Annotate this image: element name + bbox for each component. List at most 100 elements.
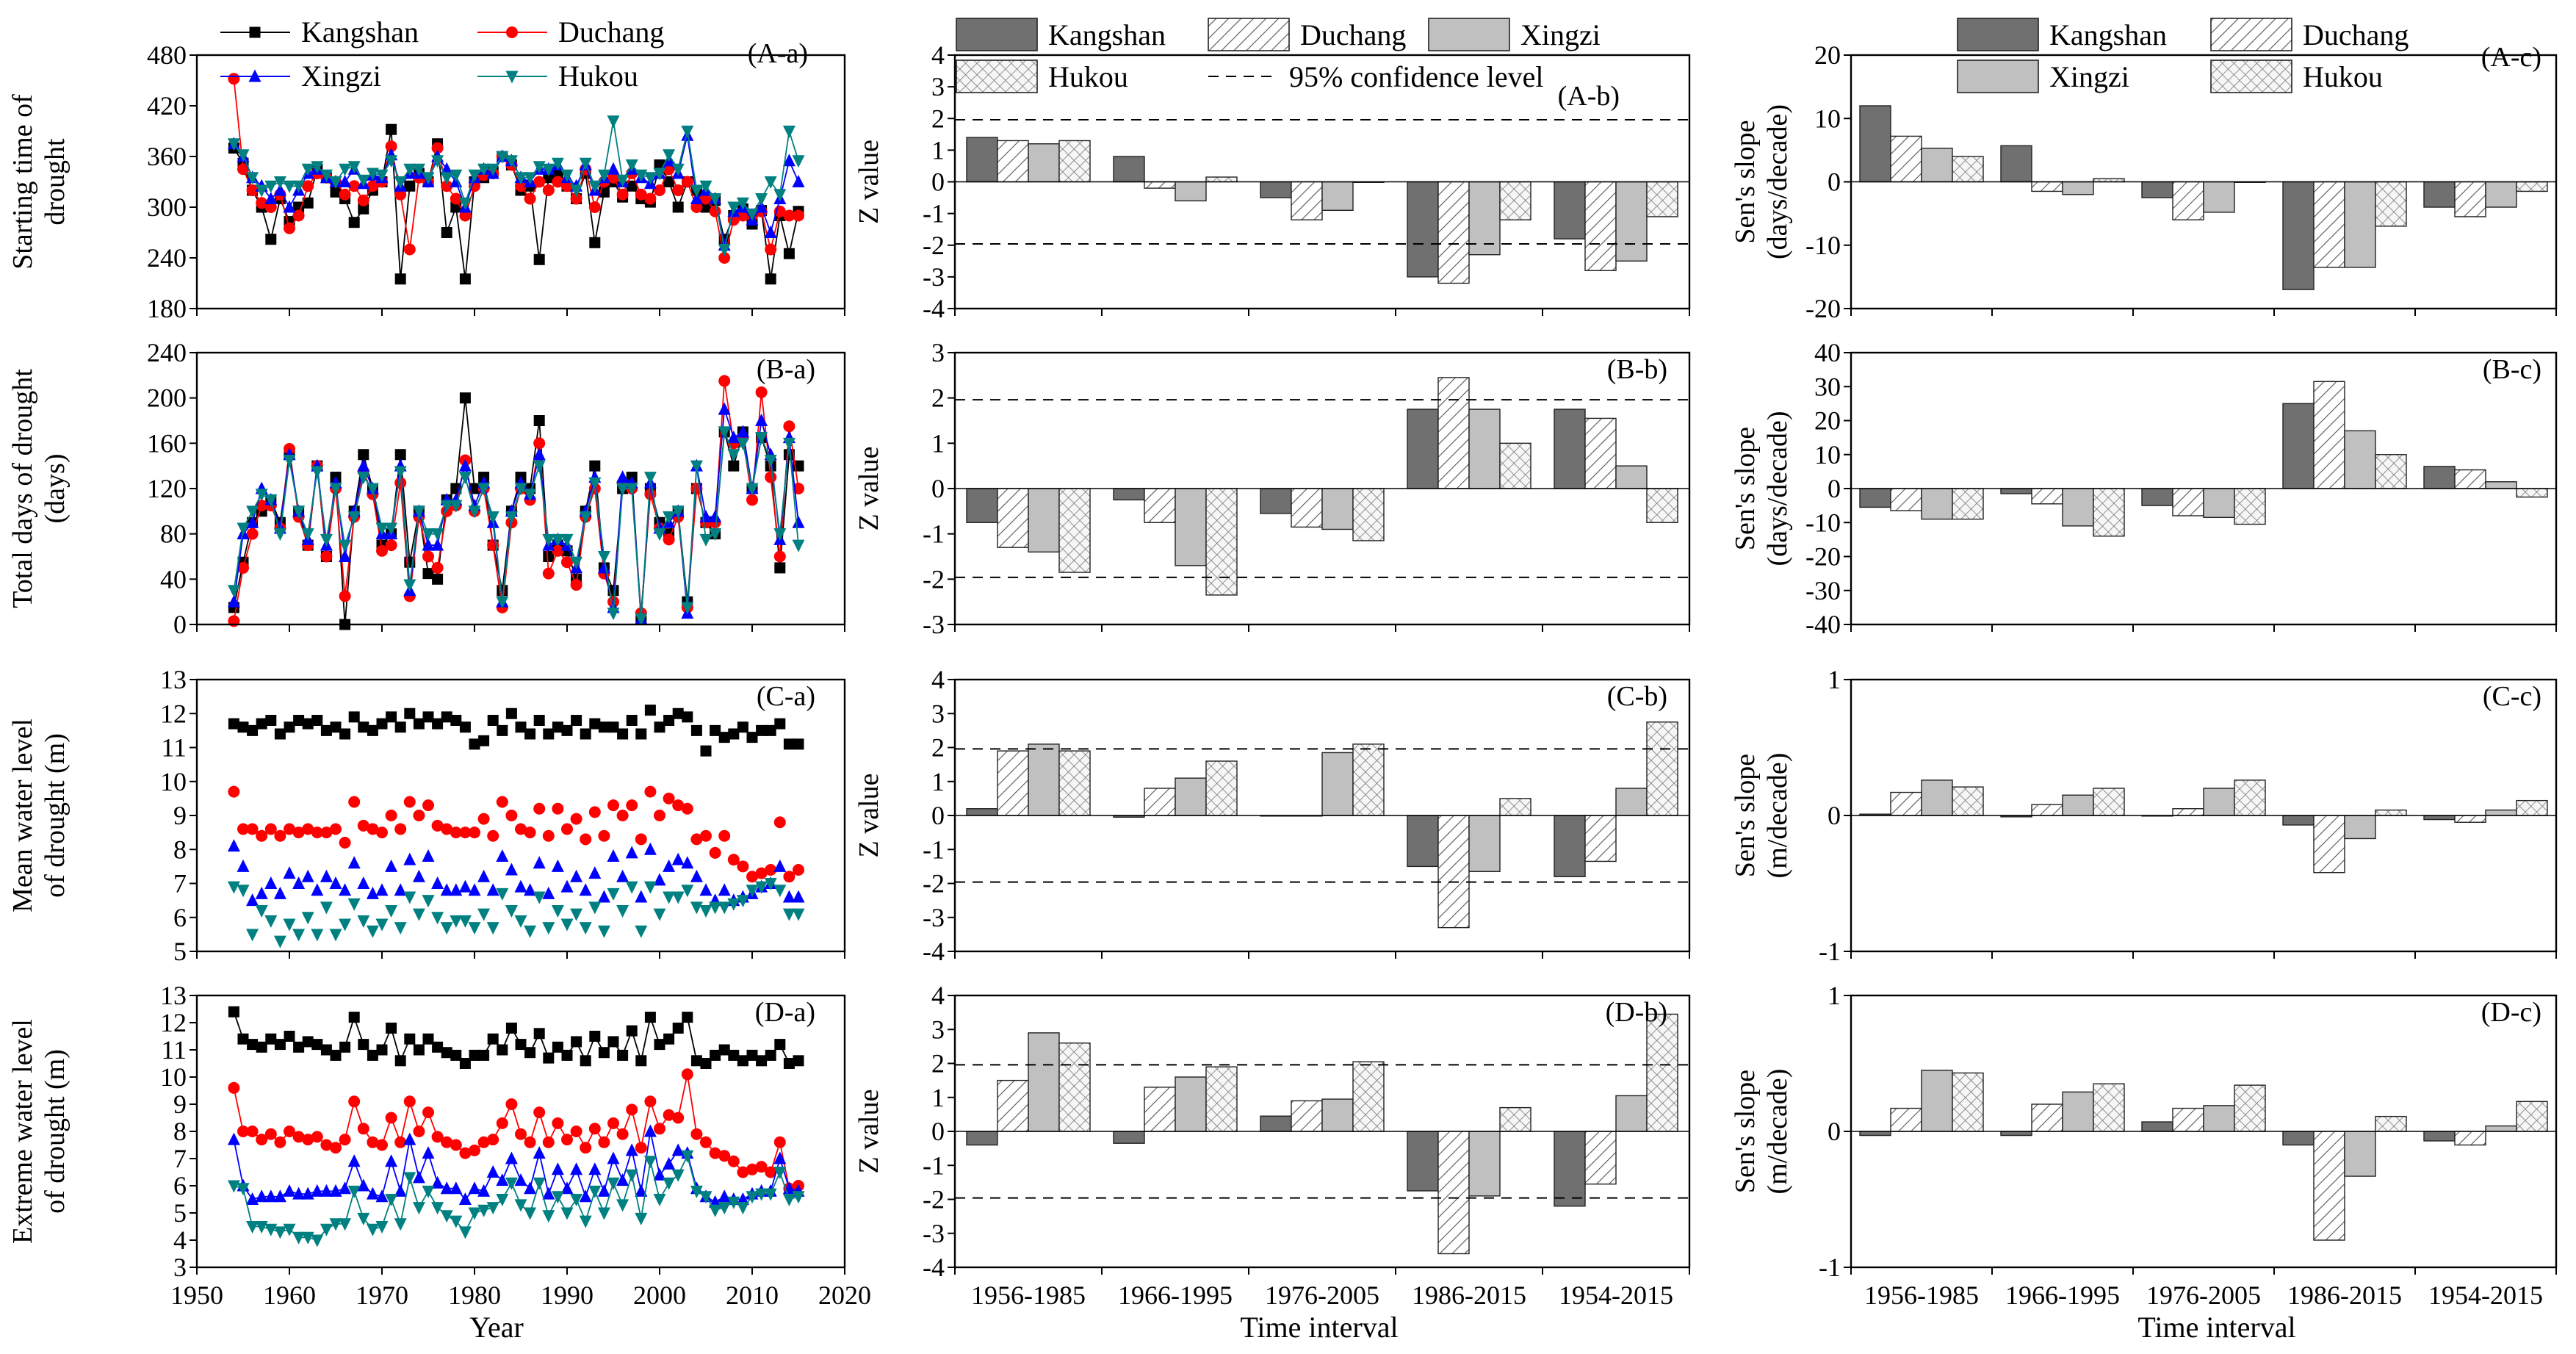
data-point-duchang-2011: [755, 1161, 768, 1173]
data-point-hukou-1995: [607, 608, 620, 621]
data-point-hukou-2002: [671, 1169, 685, 1182]
panel-tag-C-a: (C-a): [757, 681, 815, 712]
data-point-xingzi-2015: [792, 890, 805, 903]
data-point-xingzi-1981: [477, 1184, 491, 1197]
bar-A-c-kangshan-1976-2005: [2141, 181, 2173, 198]
data-point-duchang-1977: [441, 1136, 453, 1148]
data-point-hukou-1955: [237, 522, 250, 536]
legend-swatch: [2210, 60, 2292, 93]
data-point-duchang-1956: [246, 1126, 259, 1137]
bar-C-b-hukou-1954-2015: [1646, 721, 1678, 816]
data-point-hukou-1963: [311, 161, 324, 174]
data-point-duchang-1960: [284, 823, 295, 835]
data-point-hukou-1958: [264, 915, 278, 928]
data-point-kangshan-1989: [552, 721, 563, 733]
data-point-xingzi-1980: [468, 883, 481, 896]
bar-B-c-hukou-1956-1985: [1952, 488, 1984, 520]
data-point-kangshan-1986: [524, 728, 536, 740]
data-point-xingzi-2007: [718, 883, 731, 896]
data-point-xingzi-1977: [440, 883, 453, 896]
data-point-kangshan-1970: [376, 718, 388, 730]
data-point-kangshan-1973: [404, 1033, 416, 1045]
bar-D-c-kangshan-1954-2015: [2423, 1131, 2456, 1142]
bar-B-c-xingzi-1956-1985: [1921, 488, 1953, 520]
data-point-hukou-1982: [486, 922, 499, 935]
data-point-xingzi-1996: [616, 1173, 629, 1186]
bar-C-c-hukou-1966-1995: [2093, 788, 2125, 816]
data-point-hukou-2000: [653, 168, 666, 181]
legend-marker: [506, 26, 518, 38]
bar-D-c-duchang-1976-2005: [2172, 1107, 2204, 1132]
bar-B-b-xingzi-1976-2005: [1321, 488, 1354, 530]
bar-A-b-xingzi-1966-1995: [1175, 181, 1207, 202]
data-point-hukou-2015: [792, 155, 805, 168]
data-point-kangshan-1981: [478, 1049, 490, 1061]
data-point-xingzi-1984: [505, 1151, 518, 1164]
bar-D-c-duchang-1956-1985: [1890, 1107, 1922, 1132]
bar-B-b-duchang-1956-1985: [997, 488, 1029, 548]
data-point-kangshan-2004: [690, 1055, 702, 1067]
bar-B-b-xingzi-1954-2015: [1615, 465, 1648, 489]
data-point-kangshan-1998: [635, 728, 647, 740]
data-point-hukou-1973: [403, 1172, 416, 1185]
data-point-hukou-1979: [458, 197, 472, 210]
data-point-hukou-1963: [311, 929, 324, 942]
y-axis-label-B-c-1: (days/decade): [1762, 411, 1793, 566]
data-point-hukou-2009: [736, 197, 749, 210]
data-point-hukou-2008: [727, 898, 740, 911]
y-tick-label: -2: [923, 564, 945, 594]
data-point-xingzi-1967: [347, 1154, 361, 1167]
series-D-a-hukou: [227, 1150, 805, 1247]
data-point-hukou-1995: [607, 887, 620, 901]
data-point-xingzi-2011: [755, 200, 768, 213]
data-point-xingzi-1968: [357, 876, 370, 889]
bar-A-c-duchang-1956-1985: [1890, 135, 1922, 183]
data-point-hukou-2014: [782, 437, 795, 450]
data-point-hukou-1956: [246, 929, 259, 942]
data-point-xingzi-2015: [792, 175, 805, 187]
legend-c-entry-kangshan: Kangshan: [1957, 18, 2167, 51]
data-point-kangshan-1970: [376, 1044, 388, 1056]
y-axis-label-C-b-0: Z value: [854, 773, 884, 857]
y-tick-label: 0: [1828, 474, 1841, 503]
data-point-kangshan-1959: [274, 728, 286, 740]
data-point-duchang-1978: [450, 1139, 462, 1151]
data-point-hukou-1984: [505, 511, 518, 525]
x-tick-label-1960: 1960: [263, 1281, 316, 1310]
y-tick-label: 40: [1814, 338, 1841, 367]
bar-B-c-xingzi-1986-2015: [2344, 430, 2376, 489]
data-point-hukou-2007: [718, 1202, 731, 1215]
y-tick-label: -1: [923, 199, 945, 228]
data-point-duchang-1971: [385, 140, 397, 153]
data-point-duchang-1983: [496, 1117, 508, 1129]
data-point-duchang-1986: [524, 827, 536, 839]
y-tick-label: -40: [1805, 610, 1841, 639]
data-point-xingzi-1963: [311, 883, 324, 896]
data-point-hukou-1983: [496, 596, 509, 609]
data-point-hukou-1971: [385, 155, 398, 168]
data-point-xingzi-1981: [477, 869, 491, 882]
bar-C-b-hukou-1956-1985: [1058, 750, 1091, 816]
data-point-hukou-1987: [533, 1177, 546, 1190]
data-point-kangshan-1980: [469, 738, 480, 750]
data-point-hukou-1981: [477, 163, 491, 176]
bar-B-b-xingzi-1986-2015: [1468, 408, 1501, 489]
data-point-xingzi-1968: [357, 458, 370, 472]
series-C-a-duchang: [228, 785, 804, 883]
data-point-hukou-2003: [681, 126, 694, 138]
data-point-duchang-2011: [755, 386, 768, 398]
y-tick-label: 3: [931, 72, 945, 101]
data-point-duchang-1992: [580, 1142, 592, 1154]
data-point-xingzi-2014: [782, 890, 795, 903]
data-point-kangshan-1989: [552, 1041, 563, 1053]
data-point-hukou-1981: [477, 483, 491, 496]
y-tick-label: 2: [931, 383, 945, 413]
data-point-duchang-1991: [570, 1126, 582, 1137]
data-point-hukou-1979: [458, 1226, 472, 1239]
data-point-duchang-1958: [264, 823, 277, 835]
data-point-duchang-1962: [302, 180, 314, 192]
y-tick-label: -3: [923, 1219, 945, 1248]
data-point-hukou-1960: [283, 180, 296, 193]
data-point-hukou-2013: [773, 189, 787, 202]
data-point-duchang-1988: [542, 1136, 555, 1148]
